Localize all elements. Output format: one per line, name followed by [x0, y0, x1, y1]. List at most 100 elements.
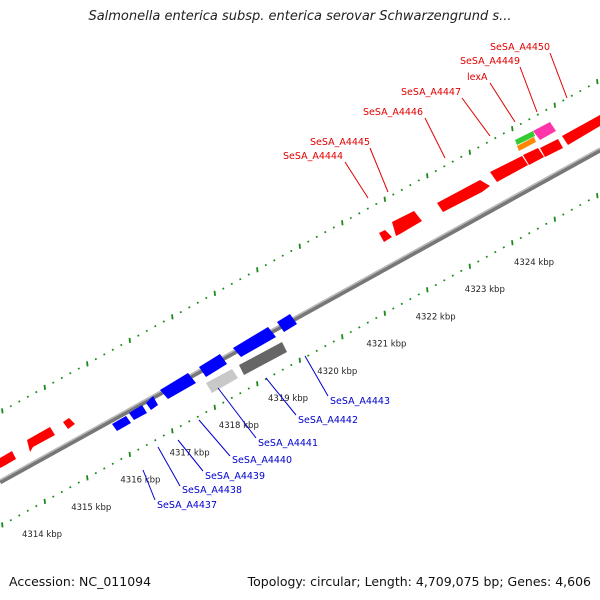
minor-tick: [162, 320, 165, 323]
minor-tick: [358, 212, 361, 215]
gene-label[interactable]: SeSA_A4438: [182, 485, 242, 496]
gene-arrow[interactable]: [277, 314, 297, 332]
minor-tick: [35, 504, 38, 508]
gene-arrow[interactable]: [199, 354, 227, 377]
minor-tick: [60, 490, 63, 494]
forward-genes: [0, 115, 600, 468]
gene-arrow[interactable]: [540, 139, 563, 157]
minor-tick: [145, 443, 148, 447]
gene-grey-dark[interactable]: [239, 342, 287, 375]
gene-arrow[interactable]: [0, 451, 16, 468]
gene-label[interactable]: SeSA_A4450: [490, 42, 550, 53]
minor-tick: [273, 373, 276, 376]
gene-arrow[interactable]: [392, 211, 422, 236]
minor-tick: [451, 274, 454, 277]
gene-label[interactable]: SeSA_A4445: [310, 137, 370, 148]
minor-tick: [77, 367, 80, 370]
major-tick: [426, 287, 429, 293]
gene-label[interactable]: SeSA_A4449: [460, 56, 520, 67]
minor-tick: [392, 193, 395, 196]
major-tick: [128, 337, 131, 343]
minor-tick: [188, 306, 191, 309]
major-tick: [383, 310, 386, 316]
minor-tick: [239, 392, 242, 395]
gene-label[interactable]: SeSA_A4444: [283, 151, 343, 162]
minor-tick: [494, 136, 497, 140]
minor-tick: [460, 155, 463, 159]
major-tick: [596, 193, 599, 199]
inner-tick-track: [1, 193, 599, 528]
gene-label[interactable]: SeSA_A4442: [298, 415, 358, 426]
minor-tick: [587, 85, 590, 88]
minor-tick: [273, 259, 276, 262]
minor-tick: [281, 254, 284, 257]
gene-arrow[interactable]: [437, 180, 490, 212]
minor-tick: [443, 165, 446, 168]
minor-tick: [162, 434, 165, 437]
accession-text: Accession: NC_011094: [9, 574, 152, 589]
minor-tick: [392, 307, 395, 310]
minor-tick: [179, 425, 182, 428]
gene-arrow[interactable]: [129, 405, 147, 420]
major-tick: [511, 126, 514, 132]
gene-label[interactable]: SeSA_A4447: [401, 87, 461, 98]
label-leader-line: [304, 355, 329, 397]
gene-arrow[interactable]: [562, 115, 600, 145]
minor-tick: [94, 472, 97, 475]
minor-tick: [409, 298, 412, 301]
gene-label[interactable]: SeSA_A4440: [232, 455, 292, 466]
major-tick: [1, 408, 4, 414]
minor-tick: [536, 227, 539, 230]
kbp-label: 4320 kbp: [317, 367, 357, 377]
gene-arrow[interactable]: [523, 148, 544, 165]
minor-tick: [230, 396, 233, 400]
gene-arrow[interactable]: [160, 373, 196, 399]
gene-arrow[interactable]: [27, 427, 55, 452]
gene-pink[interactable]: [533, 122, 556, 140]
gene-grey-light[interactable]: [206, 369, 238, 393]
minor-tick: [443, 279, 446, 282]
major-tick: [171, 428, 174, 434]
gene-label[interactable]: lexA: [467, 72, 488, 83]
minor-tick: [485, 255, 488, 258]
minor-tick: [502, 132, 505, 135]
gene-lexA[interactable]: [515, 131, 535, 145]
kbp-label: 4319 kbp: [268, 394, 308, 404]
minor-tick: [205, 410, 208, 414]
major-tick: [341, 220, 344, 226]
major-tick: [468, 263, 471, 269]
gene-orange[interactable]: [517, 137, 536, 151]
gene-label[interactable]: SeSA_A4443: [330, 396, 390, 407]
gene-label[interactable]: SeSA_A4441: [258, 438, 318, 449]
minor-tick: [400, 188, 403, 191]
minor-tick: [26, 395, 29, 398]
gene-label[interactable]: SeSA_A4446: [363, 107, 423, 118]
minor-tick: [94, 358, 97, 361]
gene-arrow[interactable]: [233, 327, 276, 357]
minor-tick: [179, 311, 182, 314]
gene-arrow[interactable]: [490, 156, 528, 182]
minor-tick: [154, 439, 157, 442]
minor-tick: [570, 94, 573, 97]
kbp-label: 4324 kbp: [514, 258, 554, 268]
major-tick: [383, 196, 386, 202]
major-tick: [256, 381, 259, 387]
major-tick: [511, 240, 514, 246]
minor-tick: [196, 415, 199, 418]
label-leader-line: [198, 419, 231, 457]
minor-tick: [290, 363, 293, 367]
gene-arrow[interactable]: [63, 418, 75, 429]
major-tick: [213, 290, 216, 296]
minor-tick: [315, 349, 318, 352]
kbp-label: 4323 kbp: [465, 285, 505, 295]
gene-arrow[interactable]: [146, 396, 158, 410]
gene-label[interactable]: SeSA_A4437: [157, 500, 217, 511]
gene-arrow[interactable]: [112, 416, 131, 431]
gene-label[interactable]: SeSA_A4439: [205, 471, 265, 482]
kbp-label: 4322 kbp: [416, 312, 456, 322]
gene-arrow[interactable]: [379, 230, 392, 242]
minor-tick: [307, 240, 310, 243]
major-tick: [86, 361, 89, 367]
major-tick: [341, 334, 344, 340]
